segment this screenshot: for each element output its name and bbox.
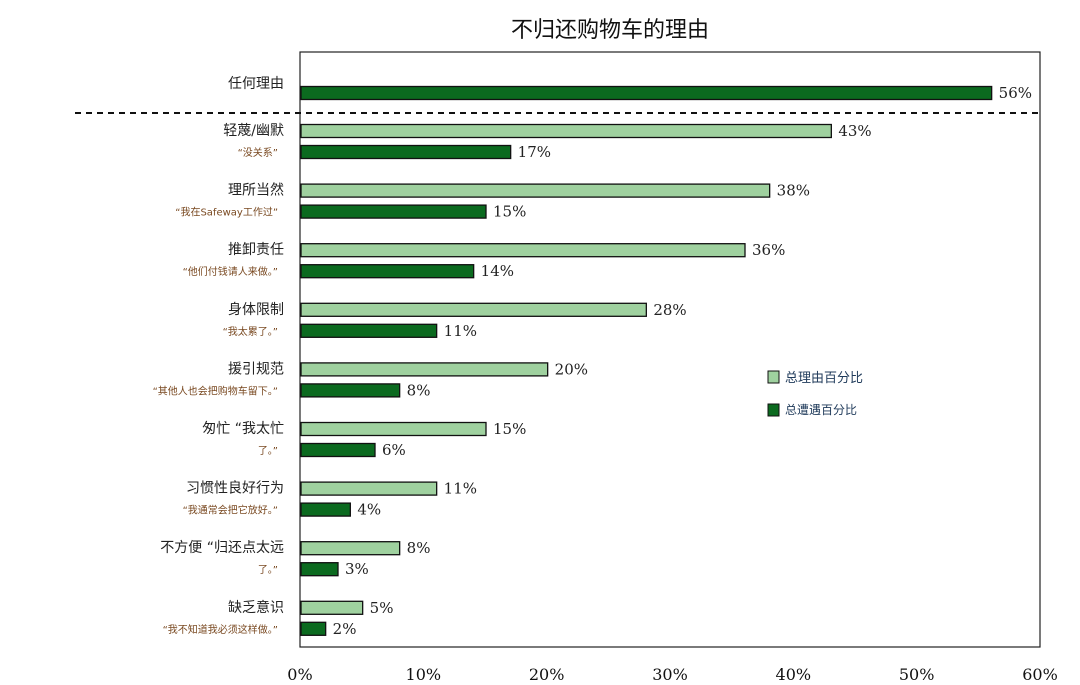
bars-group: [300, 85, 993, 636]
legend-swatch-total-encounter: [767, 403, 780, 417]
value-label-total-encounter-8: 3%: [345, 560, 369, 578]
bar-total-reason-1: [300, 123, 832, 139]
category-label-2: 理所当然: [228, 182, 284, 199]
bar-total-encounter-0: [300, 85, 993, 101]
bar-total-reason-9: [300, 600, 364, 615]
plot-frame: [299, 51, 1041, 648]
category-sublabel-9: “我不知道我必须这样做。”: [163, 623, 278, 636]
category-sublabel-5: “其他人也会把购物车留下。”: [153, 384, 278, 397]
category-label-3: 推卸责任: [228, 242, 284, 258]
x-tick-label-1: 10%: [406, 665, 442, 684]
category-label-0: 任何理由: [228, 76, 284, 92]
category-label-9: 缺乏意识: [228, 599, 284, 616]
category-label-4: 身体限制: [228, 302, 284, 318]
value-label-total-encounter-3: 14%: [481, 262, 514, 280]
category-sublabel-6: 了。”: [258, 445, 278, 457]
category-label-7: 习惯性良好行为: [186, 480, 284, 497]
value-label-total-encounter-9: 2%: [333, 620, 357, 638]
legend-swatch-total-reason: [767, 370, 780, 384]
value-label-total-reason-1: 43%: [838, 122, 871, 140]
value-label-total-reason-6: 15%: [493, 420, 526, 438]
category-sublabel-2: “我在Safeway工作过”: [175, 206, 278, 219]
value-label-total-encounter-5: 8%: [407, 381, 431, 399]
value-label-total-encounter-2: 15%: [493, 203, 526, 221]
x-tick-label-3: 30%: [652, 665, 688, 684]
value-label-total-reason-2: 38%: [777, 182, 810, 200]
value-label-total-encounter-4: 11%: [444, 322, 477, 340]
bar-total-encounter-2: [300, 204, 487, 219]
bar-total-reason-3: [300, 243, 746, 258]
x-tick-label-4: 40%: [776, 665, 812, 684]
legend-label-total-reason: 总理由百分比: [785, 371, 863, 386]
bar-total-encounter-5: [300, 383, 401, 398]
x-tick-label-0: 0%: [287, 665, 312, 684]
bar-total-reason-6: [300, 421, 487, 437]
category-sublabel-3: “他们付钱请人来做。”: [183, 265, 278, 278]
x-ticks-group: 0% 10% 20% 30% 40% 50% 60%: [287, 665, 1057, 684]
bar-total-encounter-7: [300, 502, 351, 517]
bar-total-reason-7: [300, 481, 438, 496]
bar-total-encounter-3: [300, 264, 475, 279]
bar-total-reason-8: [300, 541, 401, 556]
value-label-total-encounter-1: 17%: [518, 143, 551, 161]
x-tick-label-6: 60%: [1022, 665, 1058, 684]
x-tick-label-2: 20%: [529, 665, 565, 684]
bar-total-encounter-1: [300, 144, 512, 160]
bar-total-reason-5: [300, 362, 549, 377]
legend: 总理由百分比 总遭遇百分比: [767, 370, 863, 417]
value-label-total-encounter-6: 6%: [382, 441, 406, 459]
category-sublabel-1: “没关系”: [238, 146, 278, 159]
x-tick-label-5: 50%: [899, 665, 935, 684]
value-label-total-encounter-7: 4%: [357, 501, 381, 519]
value-label-total-reason-8: 8%: [407, 539, 431, 557]
value-label-total-reason-4: 28%: [653, 301, 686, 319]
category-label-6: 匆忙 “我太忙: [202, 421, 284, 437]
bar-total-encounter-6: [300, 442, 376, 458]
value-label-total-reason-9: 5%: [370, 599, 394, 617]
value-label-total-reason-3: 36%: [752, 241, 785, 259]
category-sublabel-7: “我通常会把它放好。”: [183, 504, 278, 517]
category-label-1: 轻蔑/幽默: [223, 123, 284, 139]
legend-label-total-encounter: 总遭遇百分比: [785, 403, 857, 417]
bar-total-reason-2: [300, 183, 771, 198]
bar-total-encounter-4: [300, 323, 438, 338]
category-label-8: 不方便 “归还点太远: [160, 539, 284, 556]
bar-total-encounter-9: [300, 621, 327, 636]
category-sublabel-8: 了。”: [258, 564, 278, 576]
value-label-total-reason-5: 20%: [555, 360, 588, 378]
value-label-total-encounter-0: 56%: [999, 84, 1032, 102]
category-labels-group: 56% 任何理由 43% 17% 轻蔑/幽默 “没关系” 38% 15% 理所当然 “我在Safe…: [153, 76, 1032, 638]
value-label-total-reason-7: 11%: [444, 480, 477, 498]
bar-total-encounter-8: [300, 562, 339, 577]
category-label-5: 援引规范: [228, 360, 284, 377]
bar-total-reason-4: [300, 302, 647, 317]
chart-title: 不归还购物车的理由: [511, 18, 709, 43]
category-sublabel-4: “我太累了。”: [223, 325, 278, 338]
